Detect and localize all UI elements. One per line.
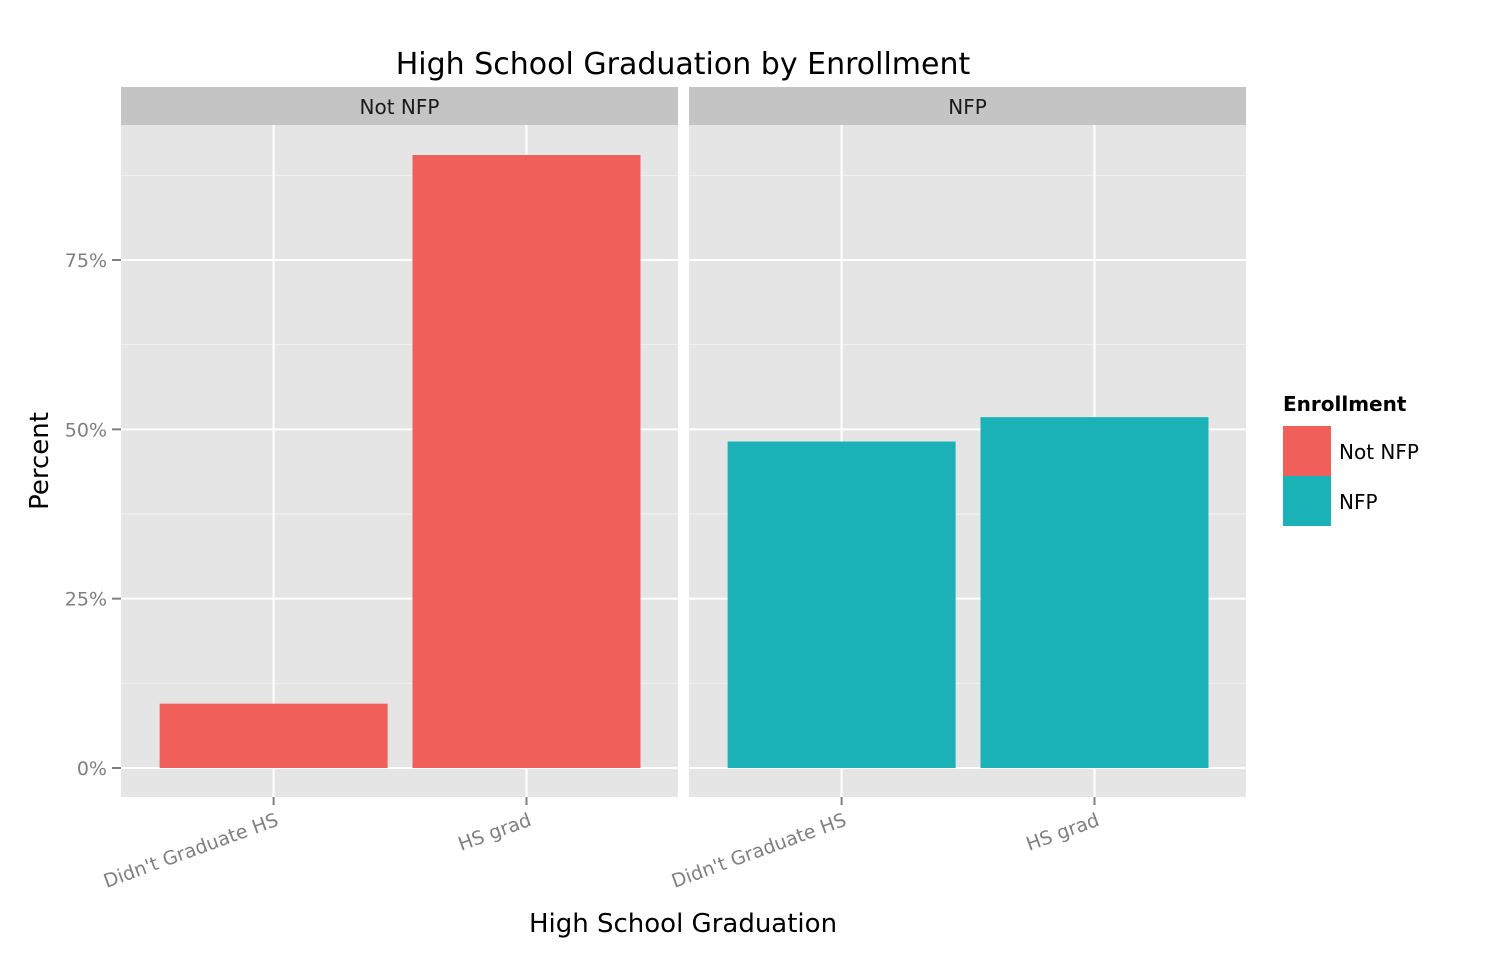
facet-panels: Not NFP Didn't Graduate HS HS grad NFP Didn'… xyxy=(101,87,1246,893)
bar xyxy=(159,703,388,768)
bar xyxy=(727,441,956,768)
panel-0: Not NFP Didn't Graduate HS HS grad xyxy=(101,87,678,893)
y-tick-label: 50% xyxy=(65,419,107,441)
x-tick-label: HS grad xyxy=(1023,809,1102,856)
chart-title: High School Graduation by Enrollment xyxy=(396,47,971,82)
legend-label: NFP xyxy=(1339,490,1378,514)
y-axis: 0% 25% 50% 75% xyxy=(65,250,121,780)
x-tick-label: Didn't Graduate HS xyxy=(101,809,282,893)
legend: Enrollment Not NFP NFP xyxy=(1283,392,1419,526)
legend-key xyxy=(1283,426,1331,476)
bar xyxy=(412,155,641,769)
y-tick-label: 75% xyxy=(65,250,107,272)
facet-strip xyxy=(689,87,1246,125)
facet-strip-label: Not NFP xyxy=(360,95,440,119)
legend-key xyxy=(1283,476,1331,526)
y-tick-label: 25% xyxy=(65,589,107,611)
bar xyxy=(980,417,1209,768)
y-axis-title: Percent xyxy=(25,412,55,510)
legend-title: Enrollment xyxy=(1283,392,1407,416)
facet-strip xyxy=(121,87,678,125)
x-axis-title: High School Graduation xyxy=(529,909,837,939)
x-tick-label: HS grad xyxy=(455,809,534,856)
x-tick-label: Didn't Graduate HS xyxy=(669,809,850,893)
panel-1: NFP Didn't Graduate HS HS grad xyxy=(669,87,1246,893)
facet-strip-label: NFP xyxy=(948,95,987,119)
y-tick-label: 0% xyxy=(77,758,107,780)
legend-label: Not NFP xyxy=(1339,440,1419,464)
